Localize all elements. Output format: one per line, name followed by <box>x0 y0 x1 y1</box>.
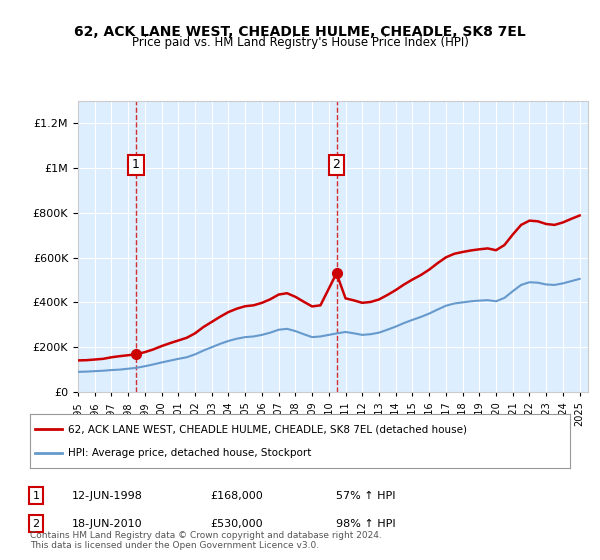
Text: 12-JUN-1998: 12-JUN-1998 <box>72 491 143 501</box>
Text: 1: 1 <box>132 158 140 171</box>
Text: £168,000: £168,000 <box>210 491 263 501</box>
Text: 2: 2 <box>332 158 340 171</box>
Text: Contains HM Land Registry data © Crown copyright and database right 2024.
This d: Contains HM Land Registry data © Crown c… <box>30 530 382 550</box>
Text: 57% ↑ HPI: 57% ↑ HPI <box>336 491 395 501</box>
Text: Price paid vs. HM Land Registry's House Price Index (HPI): Price paid vs. HM Land Registry's House … <box>131 36 469 49</box>
Text: 2: 2 <box>32 519 40 529</box>
Text: £530,000: £530,000 <box>210 519 263 529</box>
Text: 18-JUN-2010: 18-JUN-2010 <box>72 519 143 529</box>
Text: 62, ACK LANE WEST, CHEADLE HULME, CHEADLE, SK8 7EL: 62, ACK LANE WEST, CHEADLE HULME, CHEADL… <box>74 25 526 39</box>
Text: HPI: Average price, detached house, Stockport: HPI: Average price, detached house, Stoc… <box>68 447 311 458</box>
Text: 62, ACK LANE WEST, CHEADLE HULME, CHEADLE, SK8 7EL (detached house): 62, ACK LANE WEST, CHEADLE HULME, CHEADL… <box>68 424 467 435</box>
Text: 98% ↑ HPI: 98% ↑ HPI <box>336 519 395 529</box>
Text: 1: 1 <box>32 491 40 501</box>
